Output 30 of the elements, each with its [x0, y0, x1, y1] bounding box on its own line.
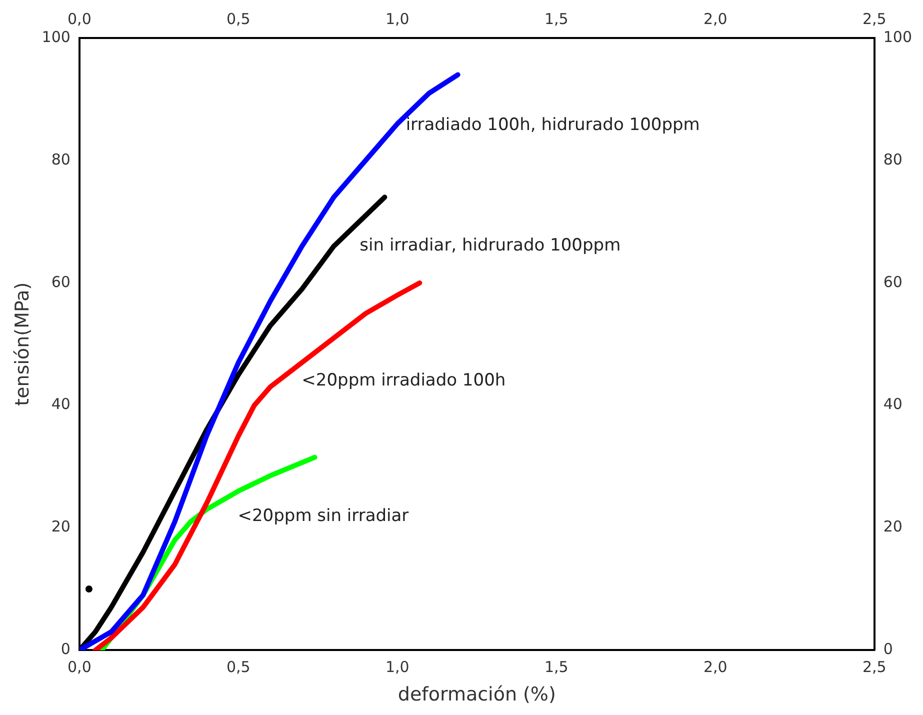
- y-tick-label: 100: [42, 28, 70, 46]
- y2-tick-label: 60: [883, 272, 902, 291]
- series-label: irradiado 100h, hidrurado 100ppm: [406, 115, 700, 136]
- y2-tick-label: 0: [883, 640, 893, 658]
- y2-tick-label: 40: [883, 395, 902, 414]
- x-tick-label: 0,5: [226, 658, 250, 676]
- y-tick-label: 40: [51, 395, 70, 414]
- y-tick-label: 80: [51, 150, 70, 168]
- x-tick-label: 1,0: [385, 658, 410, 676]
- y2-tick-label: 100: [883, 28, 912, 46]
- y-axis-title: tensión(MPa): [11, 282, 34, 406]
- x-tick-label: 2,5: [862, 658, 886, 676]
- x2-tick-label: 2,5: [862, 10, 886, 28]
- x2-tick-label: 0,5: [226, 10, 250, 28]
- x2-tick-label: 1,0: [385, 10, 410, 28]
- y-tick-label: 0: [60, 640, 70, 658]
- x-tick-label: 0,0: [68, 658, 92, 676]
- series-label: sin irradiar, hidrurado 100ppm: [360, 236, 621, 256]
- series-label: <20ppm sin irradiar: [238, 506, 409, 526]
- y-tick-label: 20: [51, 518, 70, 536]
- x2-tick-label: 1,5: [544, 10, 568, 28]
- y-tick-label: 60: [51, 272, 70, 291]
- y2-tick-label: 80: [883, 150, 902, 168]
- x2-tick-label: 2,0: [703, 10, 728, 28]
- x-tick-label: 2,0: [703, 658, 728, 676]
- x2-tick-label: 0,0: [68, 10, 92, 28]
- series-label: <20ppm irradiado 100h: [302, 370, 506, 390]
- x-tick-label: 1,5: [544, 658, 568, 676]
- y2-tick-label: 20: [883, 518, 902, 536]
- x-axis-title: deformación (%): [398, 684, 556, 706]
